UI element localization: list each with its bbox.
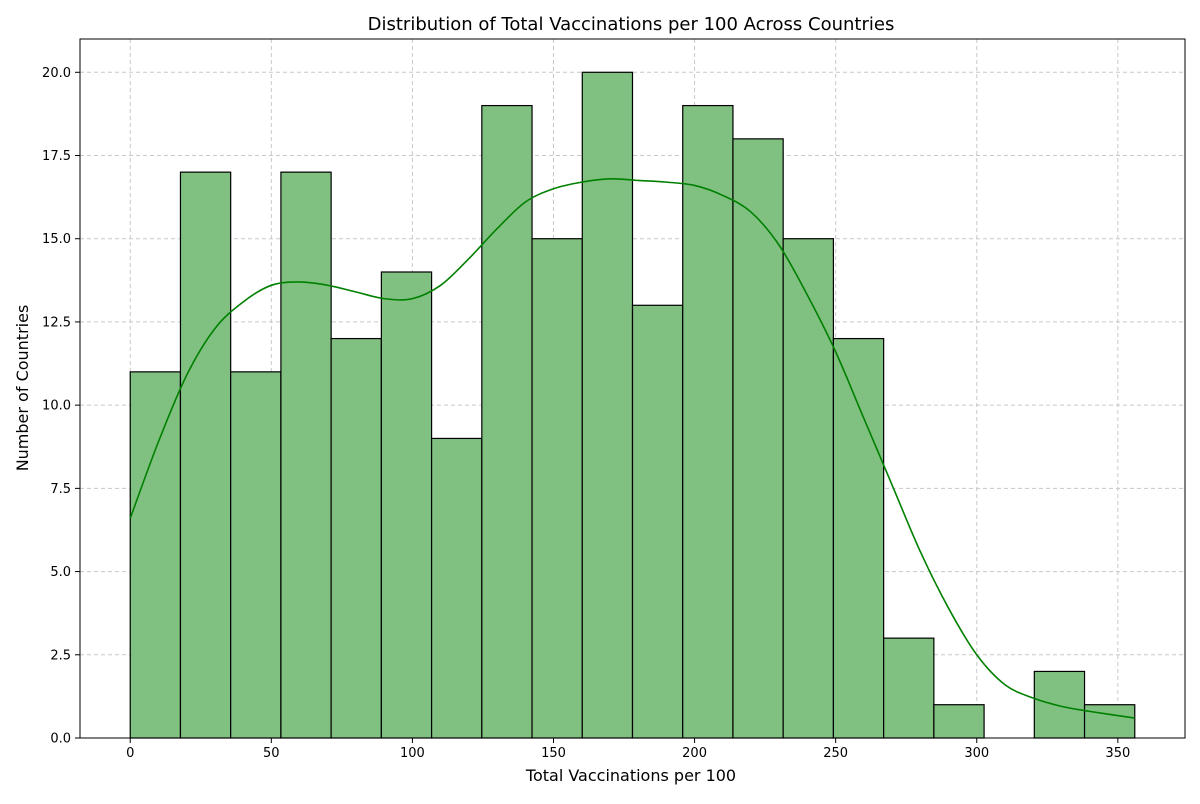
histogram-bar xyxy=(230,371,282,739)
axes-frame xyxy=(79,38,1186,739)
x-tick-label: 250 xyxy=(823,746,848,761)
histogram-bar xyxy=(682,104,734,739)
histogram-bar xyxy=(531,238,583,739)
x-ticks: 0 50 100 150 200 250 300 350 xyxy=(126,738,1130,761)
y-tick-label: 20.0 xyxy=(42,66,71,81)
x-axis-label: Total Vaccinations per 100 xyxy=(525,766,736,785)
histogram-bar xyxy=(631,304,684,739)
y-tick-label: 0.0 xyxy=(50,732,71,747)
histogram-bar xyxy=(481,104,533,739)
histogram-bar xyxy=(430,437,483,739)
histogram-bar xyxy=(380,271,433,739)
x-tick-label: 300 xyxy=(964,746,989,761)
y-tick-label: 2.5 xyxy=(50,648,71,663)
x-tick-label: 200 xyxy=(682,746,707,761)
x-tick-label: 50 xyxy=(263,746,280,761)
x-tick-label: 350 xyxy=(1105,746,1130,761)
histogram-bar xyxy=(782,238,835,739)
bars-layer xyxy=(129,71,1136,739)
histogram-bar xyxy=(1033,670,1086,739)
histogram-bar xyxy=(179,171,232,739)
histogram-bar xyxy=(933,704,985,739)
y-tick-label: 17.5 xyxy=(42,149,71,164)
y-ticks: 0.0 2.5 5.0 7.5 10.0 12.5 15.0 17.5 20.0 xyxy=(42,66,80,747)
y-tick-label: 15.0 xyxy=(42,232,71,247)
histogram-bar xyxy=(129,371,182,739)
histogram-bar xyxy=(581,71,634,739)
histogram-bar xyxy=(1083,704,1136,739)
kde-curve xyxy=(129,177,1135,719)
x-tick-label: 0 xyxy=(126,746,134,761)
histogram-bar xyxy=(732,138,784,739)
histogram-bar xyxy=(832,337,885,739)
y-tick-label: 12.5 xyxy=(42,315,71,330)
chart-title: Distribution of Total Vaccinations per 1… xyxy=(368,14,895,35)
y-axis-label: Number of Countries xyxy=(13,305,32,472)
x-tick-label: 150 xyxy=(541,746,566,761)
histogram-bar xyxy=(883,637,935,739)
y-tick-label: 5.0 xyxy=(50,565,71,580)
x-tick-label: 100 xyxy=(400,746,425,761)
y-tick-label: 10.0 xyxy=(42,399,71,414)
histogram-bar xyxy=(280,171,332,739)
y-tick-label: 7.5 xyxy=(50,482,71,497)
histogram-bar xyxy=(330,337,382,739)
